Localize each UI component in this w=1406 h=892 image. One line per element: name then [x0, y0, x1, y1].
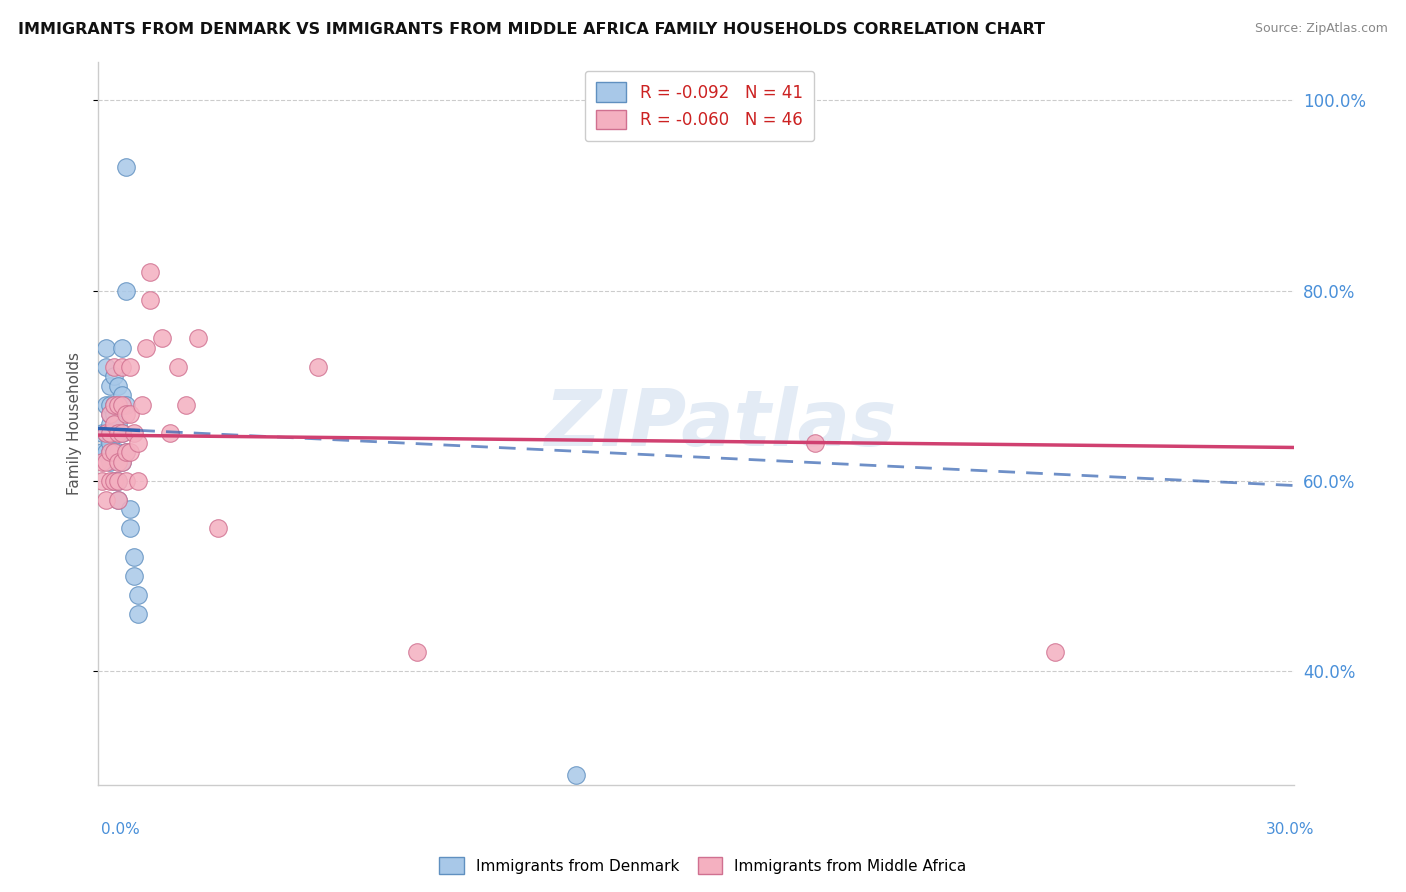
Point	[96, 341, 118, 355]
Point	[167, 359, 190, 374]
Point	[150, 331, 173, 345]
Point	[103, 474, 125, 488]
Point	[98, 407, 122, 421]
Point	[127, 435, 149, 450]
Point	[107, 492, 129, 507]
Point	[111, 388, 134, 402]
Point	[98, 398, 122, 412]
Y-axis label: Family Households: Family Households	[67, 352, 83, 495]
Point	[103, 474, 125, 488]
Point	[103, 398, 125, 412]
Point	[91, 455, 114, 469]
Point	[127, 474, 149, 488]
Point	[98, 474, 122, 488]
Point	[103, 369, 125, 384]
Point	[1043, 645, 1066, 659]
Point	[98, 417, 122, 431]
Point	[107, 445, 129, 459]
Point	[96, 455, 118, 469]
Point	[103, 359, 125, 374]
Point	[124, 549, 146, 564]
Point	[98, 435, 122, 450]
Point	[124, 569, 146, 583]
Point	[120, 445, 142, 459]
Point	[111, 455, 134, 469]
Point	[96, 492, 118, 507]
Point	[127, 588, 149, 602]
Point	[96, 445, 118, 459]
Point	[120, 521, 142, 535]
Point	[159, 426, 181, 441]
Point	[91, 426, 114, 441]
Point	[406, 645, 429, 659]
Point	[111, 455, 134, 469]
Point	[174, 398, 197, 412]
Point	[124, 426, 146, 441]
Point	[135, 341, 157, 355]
Point	[96, 426, 118, 441]
Point	[804, 435, 827, 450]
Point	[103, 398, 125, 412]
Point	[115, 284, 138, 298]
Point	[103, 445, 125, 459]
Point	[115, 407, 138, 421]
Point	[111, 398, 134, 412]
Point	[96, 359, 118, 374]
Point	[111, 426, 134, 441]
Point	[131, 398, 153, 412]
Text: 30.0%: 30.0%	[1267, 822, 1315, 838]
Point	[307, 359, 329, 374]
Text: ZIPatlas: ZIPatlas	[544, 385, 896, 462]
Point	[107, 455, 129, 469]
Point	[139, 264, 162, 278]
Point	[103, 417, 125, 431]
Point	[103, 407, 125, 421]
Text: IMMIGRANTS FROM DENMARK VS IMMIGRANTS FROM MIDDLE AFRICA FAMILY HOUSEHOLDS CORRE: IMMIGRANTS FROM DENMARK VS IMMIGRANTS FR…	[18, 22, 1045, 37]
Point	[120, 359, 142, 374]
Point	[120, 407, 142, 421]
Point	[187, 331, 209, 345]
Text: 0.0%: 0.0%	[101, 822, 141, 838]
Point	[115, 445, 138, 459]
Point	[139, 293, 162, 307]
Point	[107, 426, 129, 441]
Point	[98, 455, 122, 469]
Point	[115, 160, 138, 174]
Point	[111, 341, 134, 355]
Legend: R = -0.092   N = 41, R = -0.060   N = 46: R = -0.092 N = 41, R = -0.060 N = 46	[585, 70, 814, 141]
Point	[98, 445, 122, 459]
Point	[103, 445, 125, 459]
Point	[127, 607, 149, 621]
Point	[115, 398, 138, 412]
Point	[107, 474, 129, 488]
Point	[111, 359, 134, 374]
Point	[107, 474, 129, 488]
Point	[115, 445, 138, 459]
Point	[565, 768, 588, 782]
Legend: Immigrants from Denmark, Immigrants from Middle Africa: Immigrants from Denmark, Immigrants from…	[433, 851, 973, 880]
Point	[96, 426, 118, 441]
Point	[107, 378, 129, 392]
Point	[111, 426, 134, 441]
Point	[207, 521, 229, 535]
Point	[120, 502, 142, 516]
Point	[96, 398, 118, 412]
Point	[103, 426, 125, 441]
Point	[98, 445, 122, 459]
Point	[98, 407, 122, 421]
Point	[98, 426, 122, 441]
Point	[107, 398, 129, 412]
Point	[107, 492, 129, 507]
Point	[91, 474, 114, 488]
Point	[107, 417, 129, 431]
Text: Source: ZipAtlas.com: Source: ZipAtlas.com	[1254, 22, 1388, 36]
Point	[107, 398, 129, 412]
Point	[98, 378, 122, 392]
Point	[115, 474, 138, 488]
Point	[91, 445, 114, 459]
